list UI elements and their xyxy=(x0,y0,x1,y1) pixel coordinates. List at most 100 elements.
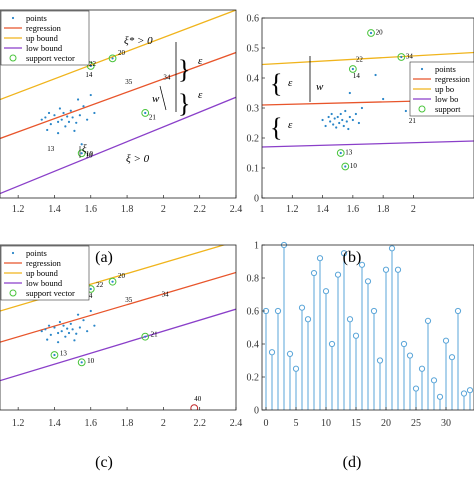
data-point xyxy=(331,113,333,115)
y-tick-label: 0.6 xyxy=(247,307,260,318)
point-label: 21 xyxy=(149,114,157,122)
y-tick-label: 0 xyxy=(254,406,259,417)
legend-label: regression xyxy=(26,23,62,33)
data-point xyxy=(48,112,50,114)
stem-marker xyxy=(335,272,340,277)
data-point xyxy=(343,125,345,127)
stem-marker xyxy=(395,267,400,272)
point-label: 35 xyxy=(125,78,133,86)
data-point xyxy=(82,105,84,107)
caption-c: (c) xyxy=(95,454,113,471)
data-point xyxy=(75,122,77,124)
point-label: 22 xyxy=(356,56,364,64)
data-point xyxy=(66,328,68,330)
stem-marker xyxy=(383,267,388,272)
data-point xyxy=(86,119,88,121)
data-point xyxy=(61,119,63,121)
data-point xyxy=(57,132,59,134)
y-tick-label: 0.5 xyxy=(247,44,260,55)
data-point xyxy=(382,98,384,100)
data-point xyxy=(358,122,360,124)
stem-marker xyxy=(455,308,460,313)
x-tick-label: 25 xyxy=(411,418,421,429)
legend-label: low bound xyxy=(26,43,63,53)
x-tick-label: 1.2 xyxy=(12,418,25,429)
data-point xyxy=(90,310,92,312)
data-point xyxy=(53,114,55,116)
data-point xyxy=(68,332,70,334)
data-point xyxy=(341,119,343,121)
data-point xyxy=(321,119,323,121)
point-label: 20 xyxy=(376,29,384,37)
stem-marker xyxy=(353,333,358,338)
legend-swatch-points xyxy=(12,252,14,254)
x-tick-label: 1 xyxy=(260,204,265,215)
stem-marker xyxy=(419,366,424,371)
x-tick-label: 1.4 xyxy=(48,204,61,215)
data-point xyxy=(46,129,48,131)
y-tick-label: 0.4 xyxy=(247,340,260,351)
data-point xyxy=(405,110,407,112)
x-tick-label: 0 xyxy=(264,418,269,429)
legend-label: up bound xyxy=(26,33,59,43)
legend-swatch-points xyxy=(421,68,423,70)
y-tick-label: 0.8 xyxy=(247,274,260,285)
point-label: 22 xyxy=(96,281,104,289)
data-point xyxy=(79,114,81,116)
x-tick-label: 5 xyxy=(294,418,299,429)
data-point xyxy=(81,361,83,363)
data-point xyxy=(62,112,64,114)
panel-c: 2022143534211310401.21.41.61.822.22.4poi… xyxy=(0,241,242,429)
eps-label-lower: ε xyxy=(288,119,293,131)
eps-label-upper: ε xyxy=(198,55,203,67)
x-tick-label: 2.2 xyxy=(193,204,206,215)
outlier-marker xyxy=(191,405,198,412)
legend-label: support xyxy=(435,104,461,114)
point-label: 14 xyxy=(85,71,93,79)
data-point xyxy=(62,325,64,327)
stem-marker xyxy=(449,355,454,360)
data-point xyxy=(77,314,79,316)
w-arrow xyxy=(160,86,166,110)
data-point xyxy=(370,32,372,34)
x-tick-label: 2.4 xyxy=(230,204,243,215)
eps-label-upper: ε xyxy=(288,77,293,89)
data-point xyxy=(44,328,46,330)
y-tick-label: 0.2 xyxy=(247,373,260,384)
point-label: 13 xyxy=(60,350,68,358)
x-tick-label: 2.4 xyxy=(230,418,243,429)
y-tick-label: 0.1 xyxy=(247,164,260,175)
data-point xyxy=(332,123,334,125)
stem-marker xyxy=(365,279,370,284)
x-tick-label: 20 xyxy=(381,418,391,429)
stem-marker xyxy=(401,341,406,346)
legend-label: up bound xyxy=(26,268,59,278)
data-point xyxy=(346,120,348,122)
lower-bound-line xyxy=(0,309,236,381)
data-point xyxy=(72,328,74,330)
point-label: 13 xyxy=(345,149,353,157)
data-point xyxy=(335,126,337,128)
stem-marker xyxy=(317,256,322,261)
data-point xyxy=(355,113,357,115)
data-point xyxy=(93,325,95,327)
legend-label: support vector xyxy=(26,53,75,63)
legend-label: low bo xyxy=(435,94,458,104)
x-tick-label: 15 xyxy=(351,418,361,429)
point-label: 35 xyxy=(125,296,133,304)
y-tick-label: 0 xyxy=(254,194,259,205)
data-point xyxy=(61,330,63,332)
stem-marker xyxy=(407,353,412,358)
data-point xyxy=(50,123,52,125)
xi10-subscript: 10 xyxy=(86,150,94,158)
data-point xyxy=(344,165,346,167)
legend-label: points xyxy=(435,64,456,74)
eps-brace-lower: } xyxy=(178,89,190,118)
point-label: 20 xyxy=(118,49,126,57)
x-tick-label: 1.8 xyxy=(121,418,134,429)
data-point xyxy=(46,339,48,341)
x-tick-label: 1.2 xyxy=(286,204,299,215)
stem-marker xyxy=(425,318,430,323)
point-label: 40 xyxy=(194,395,202,403)
